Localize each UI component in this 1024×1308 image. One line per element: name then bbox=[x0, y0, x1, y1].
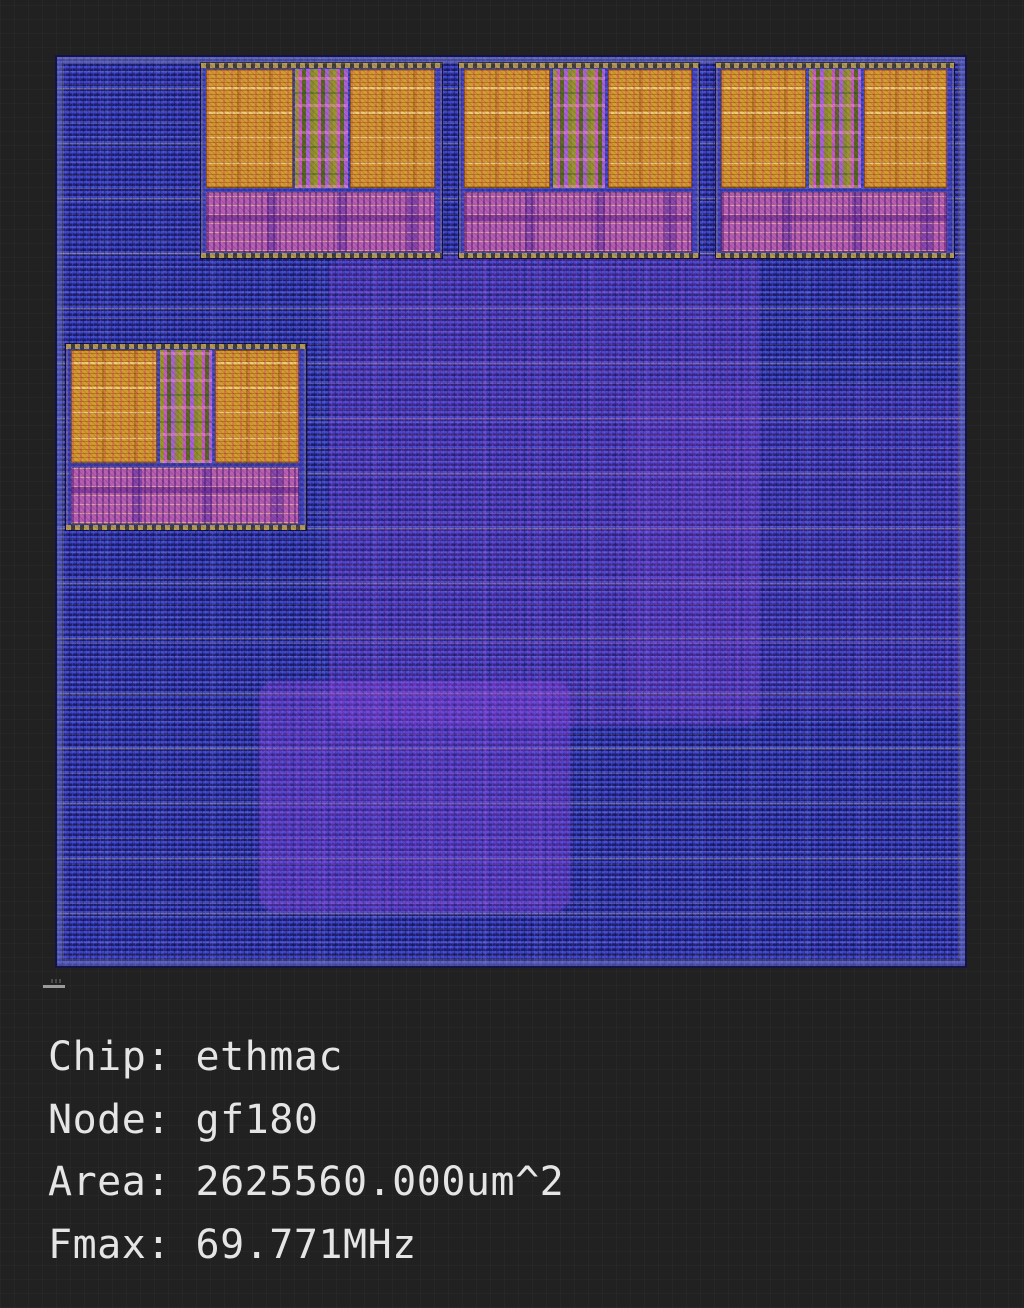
bitcell-stripe-column bbox=[808, 68, 862, 188]
routing-hotspot-right bbox=[630, 385, 962, 715]
sram-macro bbox=[70, 349, 158, 464]
scale-bar bbox=[43, 979, 65, 988]
sram-macro bbox=[863, 68, 947, 188]
sram-macro bbox=[463, 68, 551, 188]
macro-cluster-top-2 bbox=[458, 62, 700, 259]
sram-macro bbox=[214, 349, 299, 464]
caption-line-fmax: Fmax: 69.771MHz bbox=[48, 1214, 564, 1277]
node-value: gf180 bbox=[195, 1096, 319, 1143]
macro-periphery-logic bbox=[205, 191, 435, 253]
fmax-value: 69.771MHz bbox=[195, 1221, 417, 1268]
area-label: Area: bbox=[48, 1159, 171, 1205]
macro-cluster-top-3 bbox=[715, 62, 955, 259]
routing-hotspot-center bbox=[330, 255, 760, 725]
chip-value: ethmac bbox=[195, 1034, 344, 1080]
chip-die bbox=[55, 55, 967, 968]
bitcell-stripe-column bbox=[159, 349, 213, 464]
macro-periphery-logic bbox=[463, 191, 692, 253]
sram-macro bbox=[205, 68, 293, 188]
area-value: 2625560.000um^2 bbox=[195, 1159, 565, 1205]
macro-periphery-logic bbox=[70, 466, 299, 525]
caption-line-node: Node: gf180 bbox=[48, 1089, 564, 1152]
sram-macro bbox=[720, 68, 807, 188]
macro-periphery-logic bbox=[720, 191, 947, 253]
macro-cluster-left bbox=[65, 343, 307, 531]
routing-hotspot-bottom bbox=[260, 680, 570, 912]
caption-line-area: Area: 2625560.000um^2 bbox=[48, 1151, 564, 1214]
bitcell-stripe-column bbox=[294, 68, 348, 188]
caption-line-chip: Chip: ethmac bbox=[48, 1026, 564, 1089]
bitcell-stripe-column bbox=[552, 68, 606, 188]
fmax-label: Fmax: bbox=[48, 1221, 171, 1268]
chip-label: Chip: bbox=[48, 1034, 171, 1080]
sram-macro bbox=[350, 68, 435, 188]
sram-macro bbox=[607, 68, 692, 188]
chip-stats-caption: Chip: ethmac Node: gf180 Area: 2625560.0… bbox=[48, 1026, 564, 1276]
macro-cluster-top-1 bbox=[200, 62, 443, 259]
node-label: Node: bbox=[48, 1096, 171, 1143]
